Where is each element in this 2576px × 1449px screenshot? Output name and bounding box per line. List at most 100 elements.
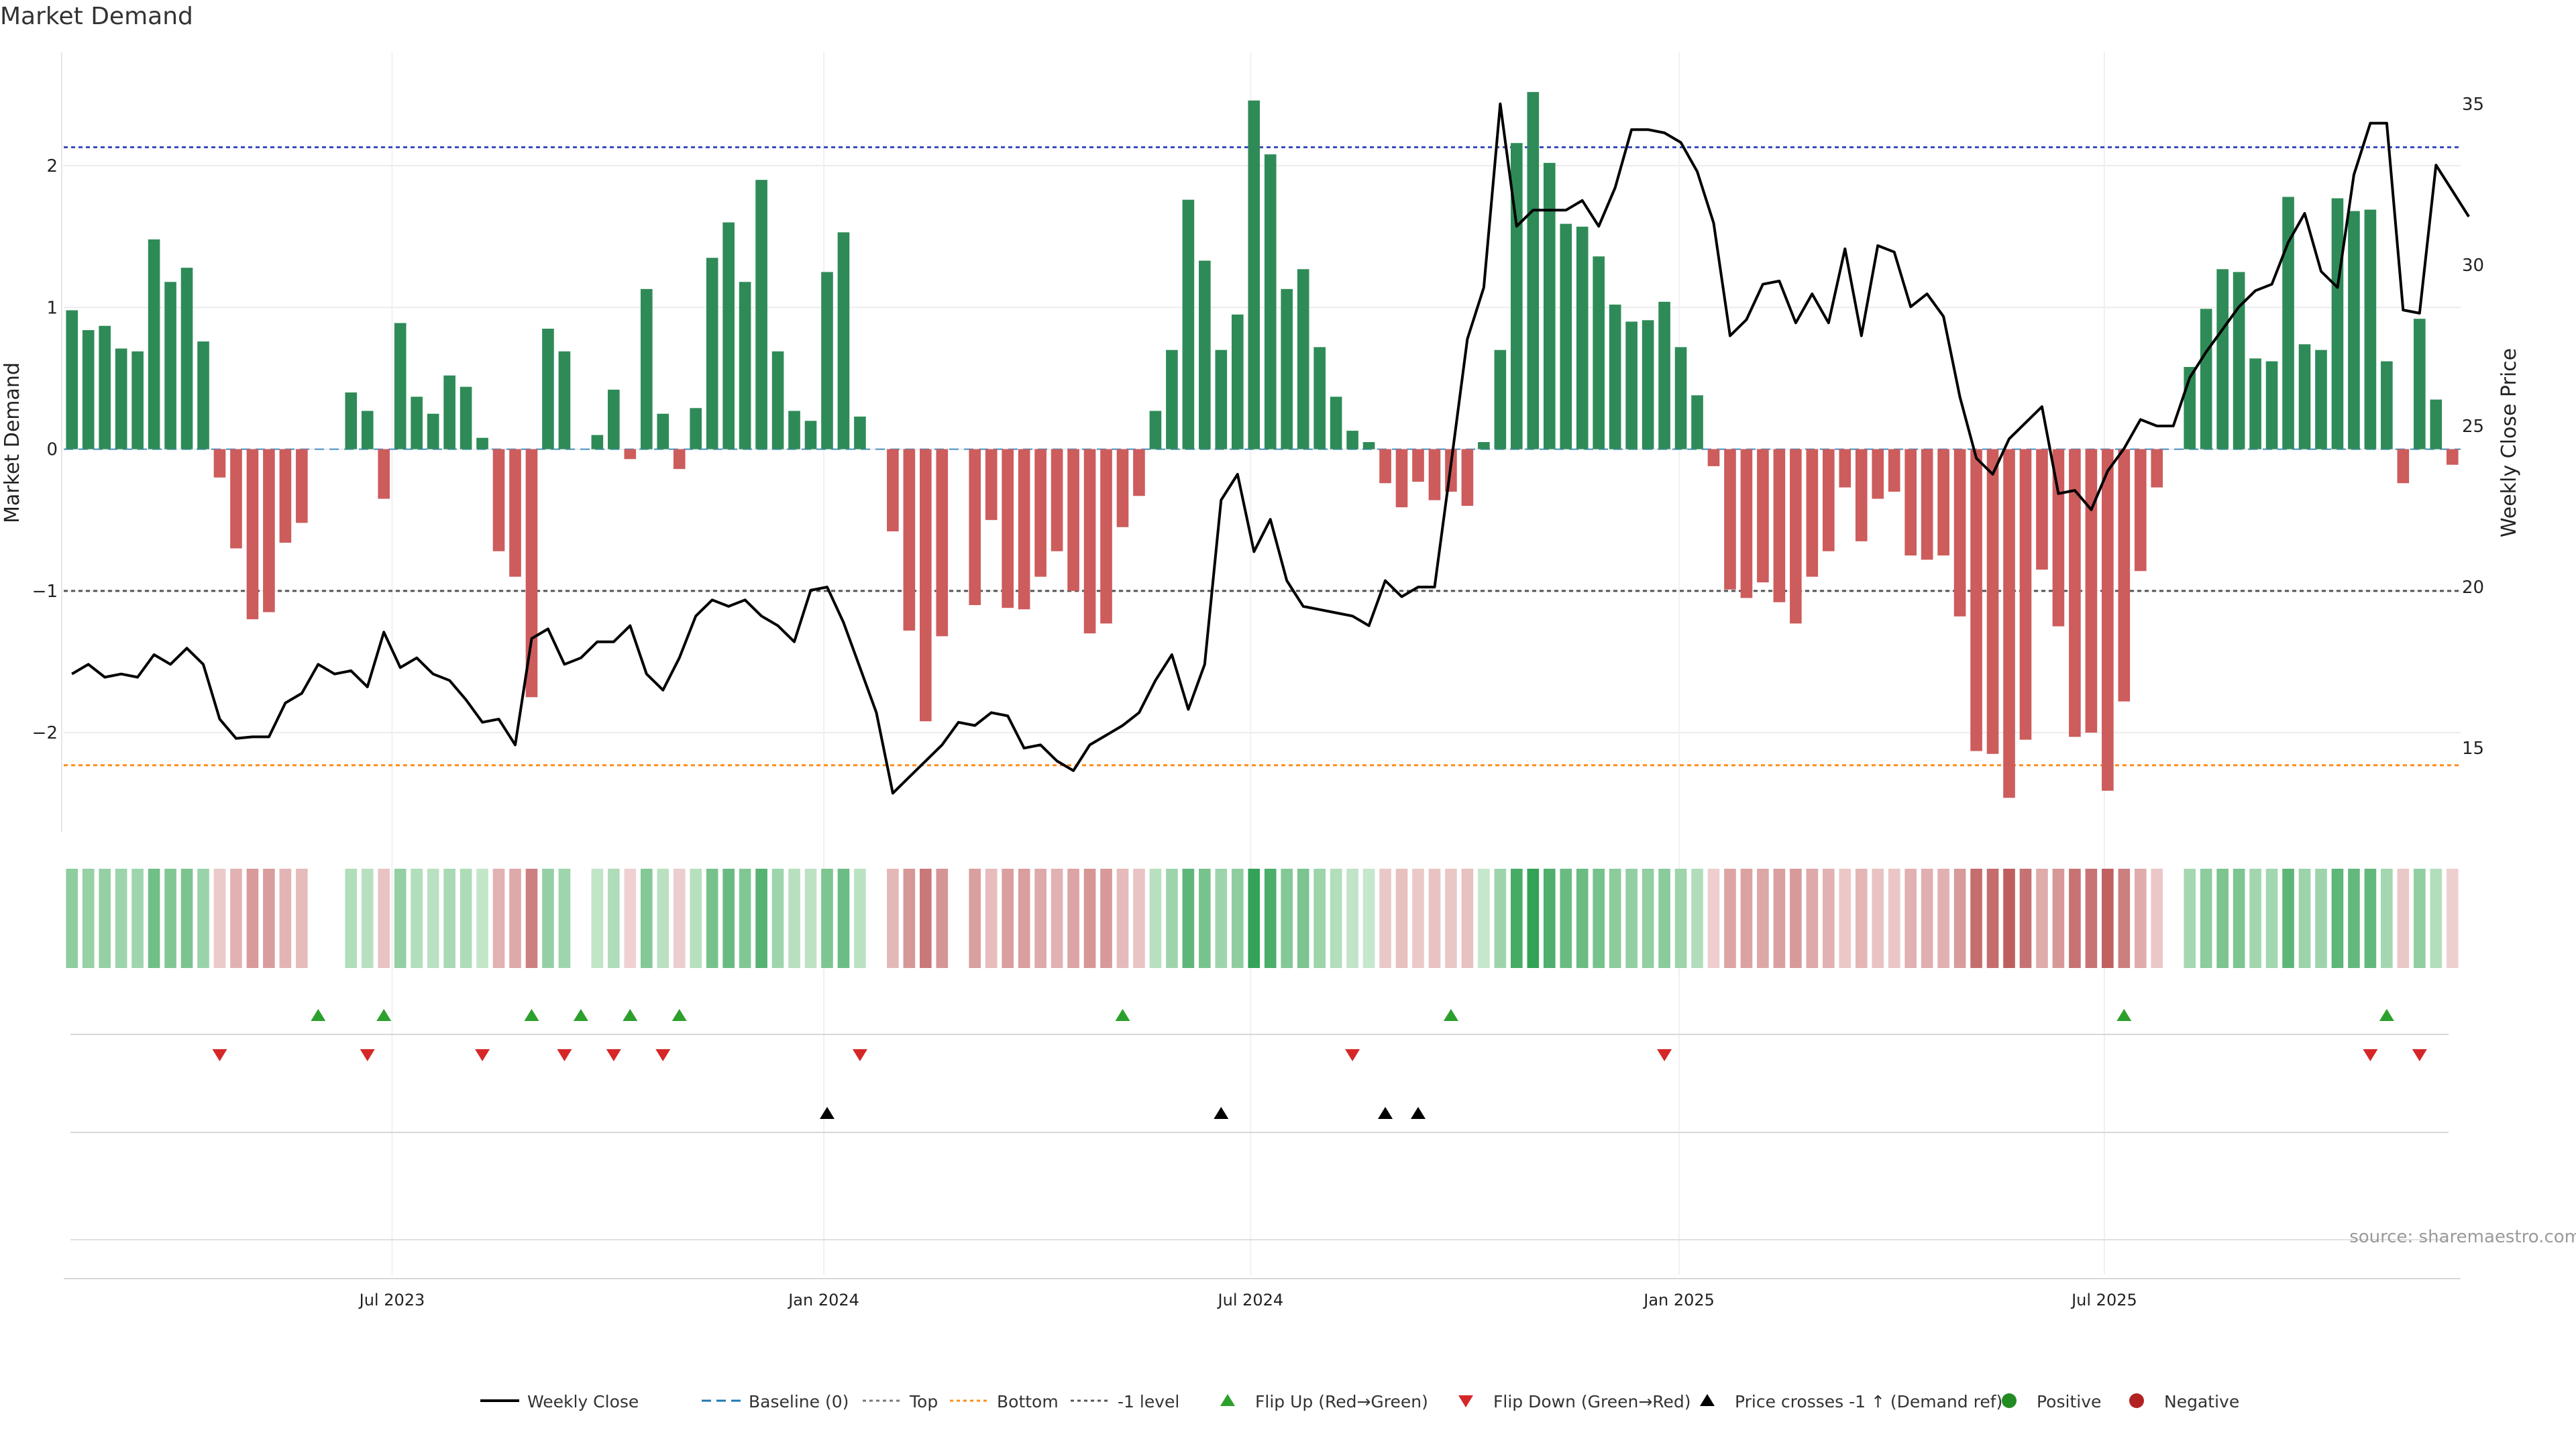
demand-bar-negative	[1888, 449, 1900, 492]
demand-bar-positive	[427, 413, 439, 449]
demand-bar-positive	[1576, 226, 1589, 449]
flip-down-marker	[655, 1049, 671, 1061]
demand-bar-negative	[1970, 449, 1982, 751]
demand-bar-positive	[1149, 411, 1162, 449]
chart-title: Market Demand	[0, 3, 193, 30]
heat-cell	[378, 869, 390, 968]
demand-bar-negative	[2069, 449, 2081, 737]
heat-cell	[296, 869, 308, 968]
demand-bar-positive	[1281, 288, 1293, 449]
y2-tick-label: 20	[2462, 578, 2484, 598]
heat-cell	[2298, 869, 2311, 968]
heat-cell	[903, 869, 916, 968]
demand-bar-positive	[460, 386, 472, 449]
demand-bar-negative	[1740, 449, 1753, 598]
heat-cell	[1970, 869, 1982, 968]
demand-bar-negative	[1707, 449, 1720, 466]
demand-bar-negative	[2118, 449, 2131, 702]
heat-cell	[542, 869, 554, 968]
heat-cell	[804, 869, 817, 968]
heat-cell	[2085, 869, 2098, 968]
demand-bar-positive	[1674, 347, 1687, 449]
heat-cell	[1100, 869, 1112, 968]
heat-cell	[1576, 869, 1589, 968]
heat-cell	[985, 869, 998, 968]
demand-bar-positive	[1215, 350, 1228, 449]
demand-bar-positive	[854, 416, 866, 449]
demand-bar-negative	[1921, 449, 1933, 560]
price-cross-marker	[819, 1107, 835, 1119]
demand-bar-positive	[1527, 92, 1540, 449]
heat-cell	[2200, 869, 2212, 968]
demand-bar-negative	[378, 449, 390, 499]
heat-cell	[1149, 869, 1162, 968]
heat-cell	[969, 869, 981, 968]
demand-bar-negative	[985, 449, 998, 521]
heat-cell	[1379, 869, 1391, 968]
demand-bar-positive	[131, 351, 144, 449]
demand-bar-positive	[2216, 269, 2229, 449]
demand-bar-positive	[1478, 442, 1490, 449]
demand-bar-negative	[230, 449, 242, 549]
heat-cell	[624, 869, 637, 968]
heat-cell	[443, 869, 455, 968]
demand-bar-positive	[1346, 431, 1358, 449]
heat-cell	[213, 869, 226, 968]
y2-tick-label: 35	[2462, 95, 2484, 115]
heat-cell	[591, 869, 604, 968]
demand-bar-positive	[2381, 361, 2393, 449]
x-tick-label: Jul 2025	[2070, 1291, 2137, 1309]
demand-bar-positive	[394, 323, 407, 449]
heat-cell	[1822, 869, 1835, 968]
heat-cell	[345, 869, 358, 968]
demand-bar-negative	[2397, 449, 2410, 484]
demand-bar-positive	[1543, 162, 1556, 449]
y2-tick-label: 25	[2462, 417, 2484, 437]
heat-cell	[1904, 869, 1917, 968]
demand-bar-positive	[591, 435, 604, 449]
demand-bar-negative	[2003, 449, 2015, 798]
legend-swatch-flip-down	[1458, 1395, 1473, 1407]
demand-bar-negative	[903, 449, 916, 631]
heat-cell	[1083, 869, 1096, 968]
demand-bar-negative	[1395, 449, 1408, 508]
x-tick-label: Jul 2024	[1217, 1291, 1284, 1309]
legend-swatch-flip-up	[1220, 1394, 1235, 1406]
heat-cell	[2414, 869, 2426, 968]
demand-bar-negative	[263, 449, 275, 612]
heat-cell	[1740, 869, 1753, 968]
demand-bar-negative	[969, 449, 981, 605]
demand-bar-positive	[1313, 347, 1326, 449]
heat-cell	[1872, 869, 1884, 968]
demand-bar-positive	[2233, 272, 2245, 449]
heat-cell	[1658, 869, 1670, 968]
heat-cell	[2331, 869, 2344, 968]
heat-cell	[1642, 869, 1654, 968]
demand-bar-positive	[2414, 319, 2426, 449]
legend-swatch-negative	[2129, 1393, 2144, 1408]
heat-cell	[1116, 869, 1129, 968]
heat-cell	[525, 869, 538, 968]
demand-bar-positive	[657, 413, 669, 449]
legend-item-top: Top	[863, 1392, 938, 1411]
price-cross-marker	[1410, 1107, 1426, 1119]
demand-bar-positive	[1166, 350, 1178, 449]
heat-cell	[1625, 869, 1638, 968]
heat-cell	[608, 869, 620, 968]
demand-bar-positive	[2200, 309, 2212, 449]
source-label: source: sharemaestro.com	[2349, 1227, 2576, 1247]
y2-tick-label: 15	[2462, 739, 2484, 759]
heat-cell	[230, 869, 242, 968]
heat-cell	[1395, 869, 1408, 968]
demand-bar-negative	[1790, 449, 1802, 624]
demand-bar-negative	[2446, 449, 2459, 465]
heat-cell	[722, 869, 735, 968]
legend-label: Flip Down (Green→Red)	[1493, 1392, 1691, 1411]
heat-cell	[1166, 869, 1178, 968]
heat-cell	[476, 869, 488, 968]
x-tick-label: Jan 2024	[787, 1291, 859, 1309]
heat-cell	[821, 869, 833, 968]
heat-cell	[1888, 869, 1900, 968]
heat-cell	[66, 869, 78, 968]
demand-bar-negative	[509, 449, 521, 577]
